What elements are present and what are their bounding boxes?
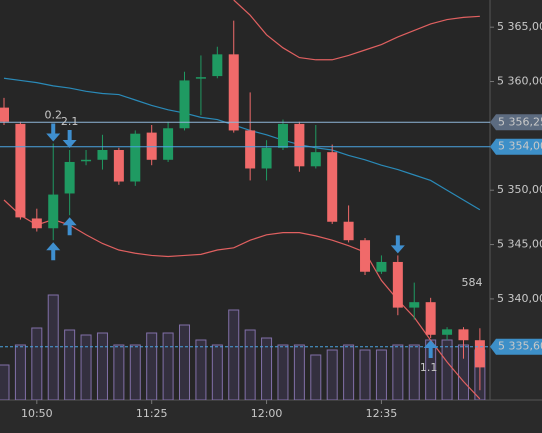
candle-body (212, 54, 223, 77)
candle-body (343, 221, 354, 241)
volume-bar (228, 309, 240, 400)
signal-arrow (390, 235, 405, 254)
y-tick-label: 5 345,00 (497, 238, 542, 251)
volume-bar (375, 349, 387, 400)
candle-body (31, 218, 42, 229)
candle-body (163, 128, 174, 160)
signal-arrow (62, 130, 77, 148)
price-label-box (490, 338, 542, 355)
y-tick-label: 5 360,00 (497, 75, 542, 88)
plot (0, 0, 486, 400)
signal-arrow (423, 340, 438, 359)
volume-bar (326, 349, 338, 400)
candle-body (195, 77, 206, 79)
candle-body (97, 150, 108, 160)
volume-bar (129, 344, 141, 400)
volume-bar (261, 337, 273, 400)
candle-body (0, 107, 9, 122)
candle-body (48, 194, 59, 229)
candle-body (113, 150, 124, 182)
candle-body (261, 147, 272, 169)
volume-bar (211, 344, 223, 400)
price-label-box (490, 114, 542, 131)
volume-bar (392, 344, 404, 400)
annotation: 584 (462, 276, 483, 289)
volume-bar (31, 327, 43, 400)
candle-body (294, 123, 305, 167)
volume-bar (179, 324, 191, 400)
x-tick-label: 12:35 (366, 407, 398, 420)
volume-bar (310, 354, 322, 400)
candle-body (392, 261, 403, 308)
candle-body (64, 161, 75, 194)
candle-body (130, 133, 141, 182)
volume-bar (162, 332, 174, 400)
volume-bar (80, 334, 92, 400)
price-label: 5 354,00 (498, 140, 542, 153)
y-tick-label: 5 365,00 (497, 20, 542, 33)
candle-body (327, 152, 338, 222)
candle-body (310, 152, 321, 167)
x-tick-label: 12:00 (251, 407, 283, 420)
signal-arrow (62, 217, 77, 236)
volume-bar (146, 332, 158, 400)
candle-body (474, 340, 485, 368)
volume-bar (0, 364, 10, 400)
candle-body (425, 302, 436, 335)
volume-bar (195, 339, 207, 400)
candle-body (81, 159, 92, 162)
signal-arrow (46, 123, 61, 142)
volume-bar (64, 329, 76, 400)
signal-label: 1.1 (420, 361, 438, 374)
candle-body (277, 123, 288, 148)
indicator-line (233, 0, 480, 61)
volume-bar (113, 344, 125, 400)
candle-body (146, 132, 157, 160)
signal-label: 2.1 (61, 115, 79, 128)
indicator-line (3, 77, 481, 211)
y-tick-label: 5 340,00 (497, 292, 542, 305)
candle-body (442, 329, 453, 335)
candle-body (376, 261, 387, 272)
volume-bar (359, 349, 371, 400)
price-label-box (490, 138, 542, 155)
signal-arrow (46, 242, 61, 261)
volume-bar (47, 294, 59, 400)
volume-bar (244, 329, 256, 400)
candle-body (458, 329, 469, 341)
x-tick-label: 11:25 (136, 407, 168, 420)
volume-bar (96, 332, 108, 400)
candle-body (228, 54, 239, 131)
volume-bar (277, 344, 289, 400)
volume-bar (408, 344, 420, 400)
volume-bar (293, 344, 305, 400)
candle-body (360, 240, 371, 272)
candle-body (179, 80, 190, 129)
price-label: 5 335,60 (498, 340, 542, 353)
signal-label: 0.2 (44, 108, 62, 121)
y-tick-label: 5 350,00 (497, 183, 542, 196)
volume-bar (441, 339, 453, 400)
candle-body (245, 130, 256, 169)
price-label: 5 356,25 (498, 115, 542, 128)
x-tick-label: 10:50 (21, 407, 53, 420)
candle-body (409, 302, 420, 308)
volume-bar (343, 344, 355, 400)
candle-body (15, 123, 26, 218)
volume-bar (14, 344, 26, 400)
